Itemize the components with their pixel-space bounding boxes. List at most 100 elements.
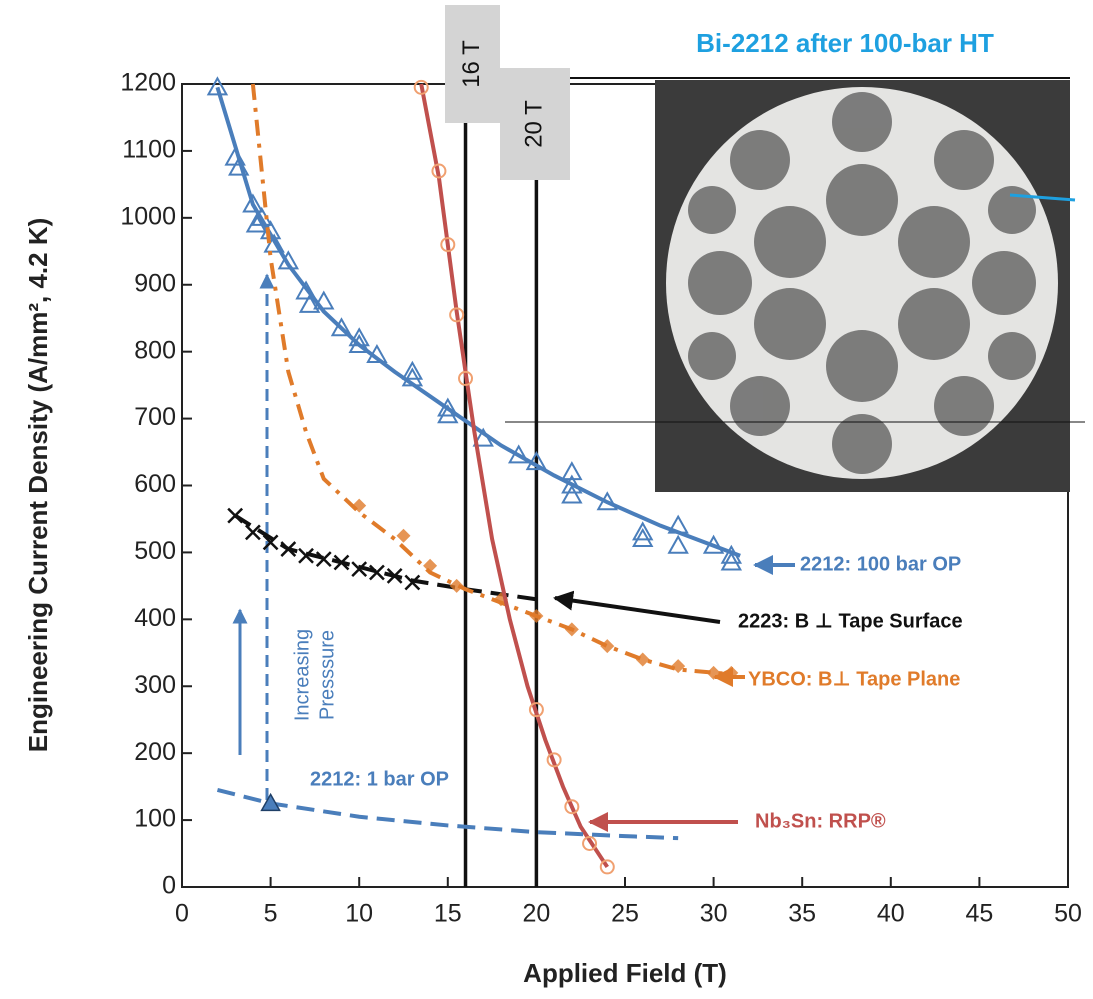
x-tick-label: 20 bbox=[522, 900, 550, 928]
x-tick-label: 0 bbox=[175, 900, 189, 928]
marker bbox=[227, 507, 244, 524]
marker bbox=[260, 792, 281, 812]
marker bbox=[315, 551, 332, 567]
marker bbox=[720, 544, 743, 564]
series bbox=[227, 507, 537, 602]
field-label-box bbox=[445, 5, 500, 123]
series-label: YBCO: B⊥ Tape Plane bbox=[748, 668, 960, 690]
marker bbox=[528, 702, 544, 718]
marker bbox=[313, 290, 335, 310]
x-axis-title: Applied Field (T) bbox=[523, 958, 727, 988]
marker bbox=[401, 367, 424, 387]
x-tick-label: 5 bbox=[264, 900, 278, 928]
annotation-arrow bbox=[553, 590, 721, 624]
marker bbox=[564, 622, 579, 637]
series bbox=[206, 76, 743, 571]
marker bbox=[561, 461, 583, 481]
series-label: 2212: 1 bar OP bbox=[310, 768, 449, 790]
marker bbox=[401, 360, 424, 380]
marker bbox=[600, 639, 615, 654]
field-label: 16 T bbox=[458, 40, 485, 88]
marker bbox=[263, 233, 285, 253]
marker bbox=[431, 163, 447, 179]
marker bbox=[423, 558, 438, 573]
marker bbox=[458, 370, 474, 386]
y-tick-label: 900 bbox=[134, 269, 176, 297]
marker bbox=[702, 534, 725, 554]
x-tick-label: 30 bbox=[700, 900, 728, 928]
marker bbox=[386, 567, 403, 584]
series-line bbox=[419, 83, 609, 869]
marker bbox=[262, 534, 279, 551]
marker bbox=[280, 541, 297, 557]
marker bbox=[720, 551, 743, 571]
x-tick-label: 45 bbox=[965, 900, 993, 928]
marker bbox=[352, 498, 367, 513]
y-tick-label: 600 bbox=[134, 470, 176, 498]
y-tick-label: 1200 bbox=[120, 69, 176, 97]
x-tick-label: 50 bbox=[1054, 900, 1082, 928]
marker bbox=[596, 491, 618, 511]
marker bbox=[227, 156, 250, 176]
marker bbox=[206, 76, 229, 96]
inset-photo bbox=[655, 80, 1076, 492]
y-tick-label: 500 bbox=[134, 537, 176, 565]
series-label: 2223: B ⊥ Tape Surface bbox=[738, 610, 963, 632]
series-line bbox=[234, 513, 537, 602]
pressure-note: Presssure bbox=[316, 630, 338, 720]
marker bbox=[564, 799, 580, 815]
marker bbox=[671, 659, 686, 674]
marker bbox=[632, 527, 654, 548]
y-tick-label: 200 bbox=[134, 738, 176, 766]
marker bbox=[413, 79, 429, 95]
x-tick-label: 10 bbox=[345, 900, 373, 928]
pressure-note: Increasing bbox=[291, 629, 313, 721]
series-line bbox=[216, 788, 679, 841]
y-tick-label: 100 bbox=[134, 805, 176, 833]
series bbox=[250, 83, 739, 680]
marker bbox=[437, 404, 459, 424]
marker bbox=[667, 514, 689, 534]
marker bbox=[277, 250, 300, 270]
chart-title: Bi-2212 after 100-bar HT bbox=[696, 28, 994, 58]
marker bbox=[244, 524, 261, 541]
series-line bbox=[250, 83, 732, 677]
marker bbox=[242, 193, 264, 213]
marker bbox=[348, 327, 370, 347]
marker bbox=[724, 665, 739, 680]
series bbox=[216, 788, 679, 841]
series-label: 2212: 100 bar OP bbox=[800, 553, 961, 575]
series-label: Nb₃Sn: RRP® bbox=[755, 810, 886, 832]
field-label: 20 T bbox=[520, 100, 547, 148]
marker bbox=[667, 534, 689, 554]
marker bbox=[706, 665, 721, 680]
y-tick-label: 400 bbox=[134, 604, 176, 632]
marker bbox=[366, 343, 388, 364]
marker bbox=[561, 474, 583, 494]
marker bbox=[561, 484, 583, 504]
marker bbox=[298, 547, 314, 564]
series bbox=[413, 79, 615, 875]
y-tick-label: 300 bbox=[134, 671, 176, 699]
marker bbox=[529, 608, 544, 623]
marker bbox=[449, 578, 464, 593]
marker bbox=[507, 444, 530, 464]
marker bbox=[330, 317, 353, 337]
y-tick-label: 1100 bbox=[122, 136, 176, 164]
marker bbox=[437, 397, 459, 417]
marker bbox=[348, 333, 370, 353]
series-line bbox=[215, 86, 741, 558]
marker bbox=[635, 652, 650, 667]
marker bbox=[245, 213, 268, 233]
marker bbox=[298, 293, 321, 313]
y-tick-label: 1000 bbox=[120, 202, 176, 230]
x-tick-label: 25 bbox=[611, 900, 639, 928]
marker bbox=[582, 836, 598, 852]
marker bbox=[404, 574, 421, 591]
field-label-box bbox=[500, 68, 570, 180]
y-tick-label: 700 bbox=[134, 403, 176, 431]
marker bbox=[632, 521, 654, 541]
y-axis-title: Engineering Current Density (A/mm², 4.2 … bbox=[23, 218, 53, 753]
marker bbox=[333, 554, 350, 571]
